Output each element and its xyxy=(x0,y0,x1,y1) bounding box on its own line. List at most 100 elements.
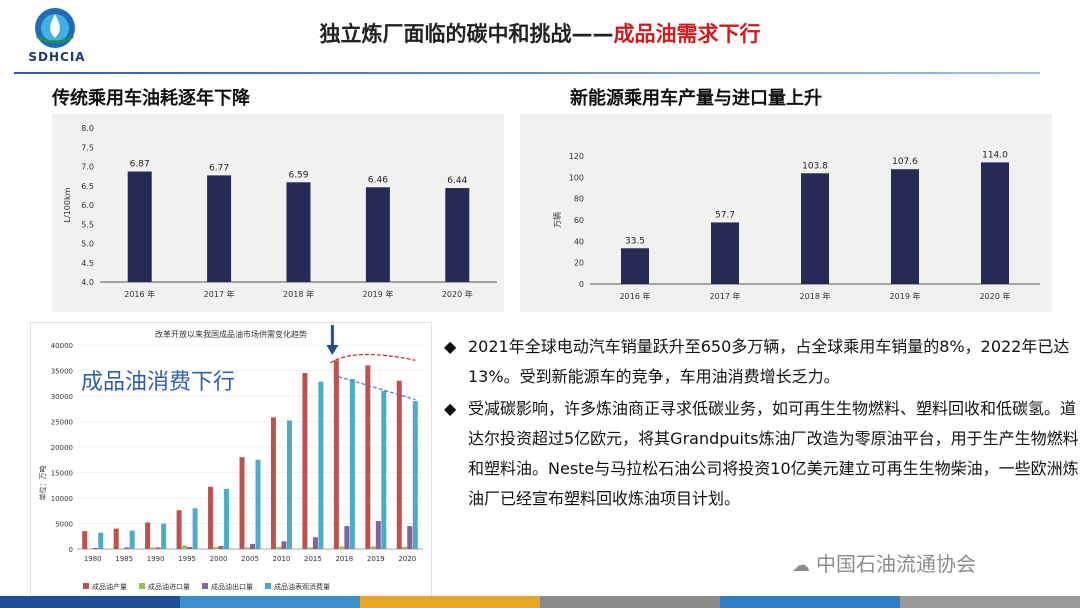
y-tick-label: 7.5 xyxy=(81,143,94,152)
x-tick-label: 2020 年 xyxy=(442,289,473,299)
trend-line-consumption xyxy=(338,376,416,401)
chart-oil-supply-demand: 改革开放以来我国成品油市场供需变化趋势 0 5000 10000 15000 20000 2… xyxy=(30,322,432,600)
x-tick-label: 2018 年 xyxy=(283,289,314,299)
bar xyxy=(192,508,198,549)
bullet-list: ◆ 2021年全球电动汽车销量跃升至650多万辆，占全球乘用车销量的8%，202… xyxy=(440,332,1080,514)
bar xyxy=(224,488,230,549)
bar xyxy=(711,222,739,284)
y-tick-label: 6.0 xyxy=(81,201,94,210)
bullet-text: 2021年全球电动汽车销量跃升至650多万辆，占全球乘用车销量的8%，2022年… xyxy=(468,337,1070,386)
data-label: 6.87 xyxy=(130,160,150,170)
y-tick-label: 35000 xyxy=(51,368,73,376)
y-tick-label: 30000 xyxy=(51,393,73,401)
data-label: 107.6 xyxy=(892,157,918,167)
bar xyxy=(145,522,151,549)
data-label: 6.77 xyxy=(209,163,229,173)
footer-stripe xyxy=(0,596,180,608)
x-tick-label: 2018 xyxy=(335,555,353,563)
bullet-item-ev-sales: ◆ 2021年全球电动汽车销量跃升至650多万辆，占全球乘用车销量的8%，202… xyxy=(440,332,1080,392)
y-tick-label: 120 xyxy=(569,152,584,161)
bar xyxy=(312,537,318,549)
bar xyxy=(801,173,829,284)
bar xyxy=(981,162,1009,284)
chart-title: 改革开放以来我国成品油市场供需变化趋势 xyxy=(155,329,307,339)
data-label: 114.0 xyxy=(982,150,1008,160)
x-tick-label: 1995 xyxy=(178,555,196,563)
y-tick-label: 25000 xyxy=(51,419,73,427)
watermark: ☁ 中国石油流通协会 xyxy=(792,548,976,577)
legend-label: 成品油产量 xyxy=(92,582,127,591)
x-tick-label: 2019 xyxy=(367,555,385,563)
bar xyxy=(187,546,193,549)
x-tick-label: 2020 xyxy=(398,555,416,563)
page-title: 独立炼厂面临的碳中和挑战——成品油需求下行 xyxy=(0,18,1080,48)
y-tick-label: 5000 xyxy=(55,521,73,529)
org-name: SDHCIA xyxy=(28,50,86,64)
y-tick-label: 20 xyxy=(574,259,584,268)
x-tick-label: 2016 年 xyxy=(620,291,651,301)
x-tick-label: 2016 年 xyxy=(124,289,155,299)
y-tick-label: 40 xyxy=(574,237,584,246)
bar xyxy=(412,401,418,549)
bar xyxy=(245,547,250,549)
data-label: 57.7 xyxy=(715,210,735,220)
y-tick-label: 80 xyxy=(574,195,584,204)
data-label: 6.46 xyxy=(368,175,388,185)
y-tick-label: 5.5 xyxy=(81,220,94,229)
bar xyxy=(407,526,413,549)
chart-nev-production: 0 20 40 60 80 100 120 万辆 33.5 2016 年 57.7 2017 年 103… xyxy=(520,114,1052,312)
bar xyxy=(161,523,167,549)
y-axis-label: L/100km xyxy=(63,187,72,222)
wechat-glyph-icon: ☁ xyxy=(792,555,810,576)
bar xyxy=(207,175,232,282)
data-label: 103.8 xyxy=(802,161,828,171)
logo-icon xyxy=(35,8,75,48)
bar xyxy=(276,546,282,549)
x-tick-label: 1980 xyxy=(84,555,102,563)
bar xyxy=(129,530,135,549)
x-tick-label: 1985 xyxy=(115,555,133,563)
bar xyxy=(82,531,88,549)
y-tick-label: 100 xyxy=(569,173,584,182)
legend-label: 成品油出口量 xyxy=(211,582,253,591)
bar xyxy=(127,171,152,282)
legend-swatch xyxy=(139,583,145,589)
x-tick-label: 2019 年 xyxy=(890,291,921,301)
x-tick-label: 2017 年 xyxy=(204,289,235,299)
bar xyxy=(113,528,119,549)
bar xyxy=(98,532,104,549)
bar xyxy=(402,546,408,549)
bar xyxy=(445,188,470,282)
bar xyxy=(318,381,324,549)
bar xyxy=(891,169,919,284)
bar xyxy=(213,546,219,549)
x-tick-label: 1990 xyxy=(147,555,165,563)
bar xyxy=(208,486,214,549)
footer-stripe xyxy=(180,596,360,608)
y-tick-label: 0 xyxy=(69,546,73,554)
bar xyxy=(255,459,261,549)
x-tick-label: 2015 xyxy=(304,555,322,563)
footer-stripe xyxy=(360,596,540,608)
bar xyxy=(370,546,376,549)
bar xyxy=(381,390,387,549)
y-tick-label: 5.0 xyxy=(81,240,94,249)
bar xyxy=(92,547,98,549)
subhead-fuel-consumption: 传统乘用车油耗逐年下降 xyxy=(52,88,250,109)
bar xyxy=(124,547,130,549)
bar xyxy=(155,547,161,549)
bar xyxy=(239,457,245,549)
y-tick-label: 60 xyxy=(574,216,584,225)
diamond-bullet-icon: ◆ xyxy=(444,399,457,418)
page-title-main: 独立炼厂面临的碳中和挑战—— xyxy=(319,22,614,46)
bar xyxy=(286,182,311,282)
legend-swatch xyxy=(265,583,271,589)
x-tick-label: 2005 xyxy=(241,555,259,563)
y-tick-label: 4.5 xyxy=(81,259,94,268)
bar xyxy=(281,541,287,549)
bar xyxy=(349,379,355,549)
title-divider xyxy=(14,72,1040,74)
y-axis-label: 单位：万吨 xyxy=(38,466,47,501)
bar xyxy=(307,547,313,549)
y-tick-label: 20000 xyxy=(51,444,73,452)
